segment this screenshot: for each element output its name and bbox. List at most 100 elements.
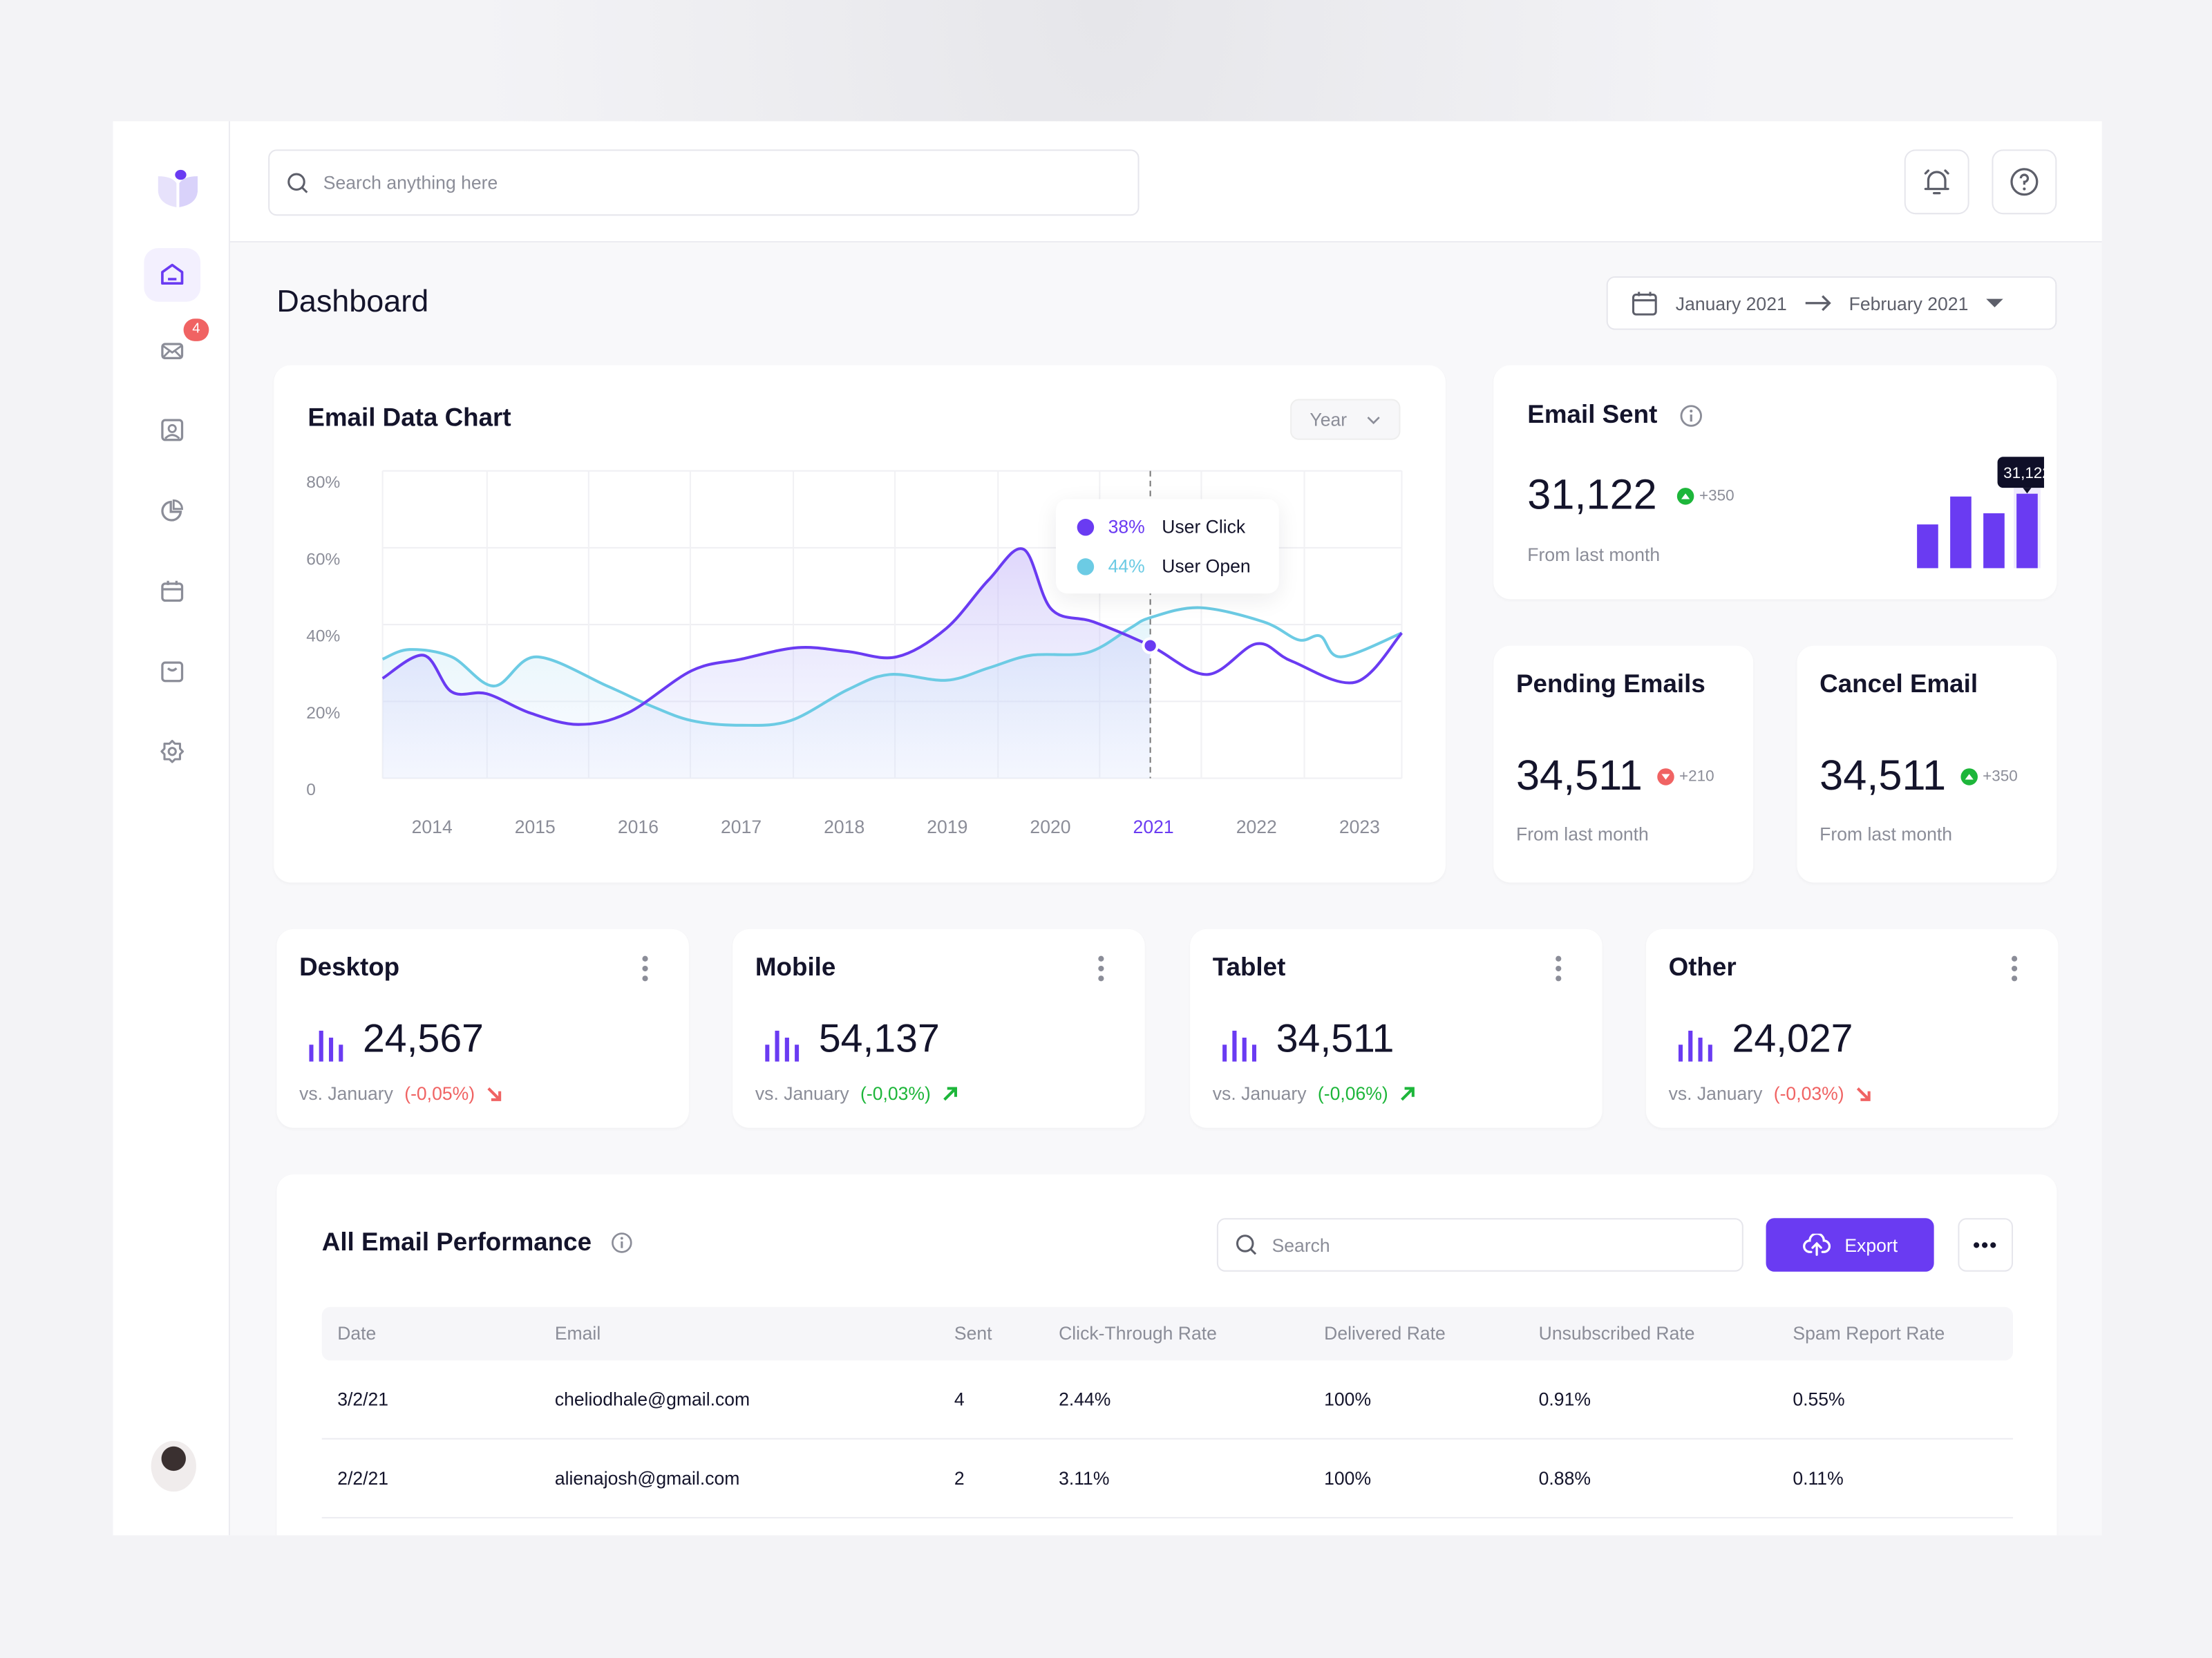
table-search-placeholder: Search [1272,1234,1330,1256]
settings-icon [160,739,185,763]
table-search[interactable]: Search [1216,1218,1743,1272]
info-icon[interactable] [1680,404,1703,427]
table-cell: 0.88% [1538,1467,1591,1489]
arrow-up-right-icon [943,1086,958,1100]
email-sent-caption: From last month [1527,544,1661,566]
table-cell: 2.44% [1059,1389,1111,1410]
x-tick-label[interactable]: 2023 [1339,817,1380,837]
search-placeholder: Search anything here [323,171,498,193]
period-value: Year [1310,408,1348,430]
notifications-button[interactable] [1904,149,1969,215]
device-value: 54,137 [818,1016,940,1060]
device-card: Tablet 34,511 vs. January (-0,06%) [1190,928,1603,1128]
more-vertical-icon[interactable] [641,955,649,983]
cloud-upload-icon [1802,1233,1831,1256]
sidebar-item-mail[interactable] [144,324,200,378]
bar-chart-icon [1678,1030,1712,1062]
more-vertical-icon[interactable] [1097,955,1105,983]
help-icon [2010,168,2039,196]
table-cell: 3/2/21 [337,1389,389,1410]
x-tick-label[interactable]: 2014 [412,817,453,837]
x-tick-label[interactable]: 2017 [721,817,762,837]
sidebar-item-inbox[interactable] [144,645,200,698]
pending-emails-card: Pending Emails 34,511 +210 From last mon… [1493,645,1754,883]
device-title: Desktop [299,953,400,982]
y-tick-label: 40% [306,627,340,646]
trend-down-icon [1656,768,1674,785]
more-vertical-icon[interactable] [1554,955,1562,983]
date-range-picker[interactable]: January 2021 February 2021 [1606,276,2057,330]
device-value: 34,511 [1276,1016,1395,1060]
column-header[interactable]: Unsubscribed Rate [1538,1322,1695,1344]
x-tick-label[interactable]: 2016 [618,817,659,837]
sidebar-item-calendar[interactable] [144,564,200,618]
sidebar-item-home[interactable] [144,248,201,302]
bar[interactable] [1917,524,1938,569]
date-from: January 2021 [1675,292,1787,314]
x-tick-label[interactable]: 2018 [824,817,864,837]
bell-icon [1924,169,1949,195]
tooltip-pointer [2023,488,2032,494]
device-title: Tablet [1212,953,1286,982]
column-header[interactable]: Email [554,1322,601,1344]
x-tick-label[interactable]: 2021 [1133,817,1174,837]
sidebar-item-reports[interactable] [144,484,200,537]
table-cell: 0.55% [1793,1389,1845,1410]
x-tick-label[interactable]: 2020 [1030,817,1070,837]
tooltip-click-value: 38% [1108,515,1145,537]
export-button[interactable]: Export [1766,1218,1934,1272]
bar-chart-icon [1222,1030,1257,1062]
device-compare: vs. January [299,1083,393,1104]
column-header[interactable]: Date [337,1322,377,1344]
y-tick-label: 0 [306,781,316,799]
column-header[interactable]: Click-Through Rate [1059,1322,1217,1344]
info-icon[interactable] [612,1232,633,1254]
line-chart: 80% 60% 40% 20% 0 2014 2015 2016 2017 2018 2019 202… [306,470,1403,837]
bar[interactable] [2016,493,2038,569]
device-card: Mobile 54,137 vs. January (-0,03%) [732,928,1145,1128]
pie-chart-icon [161,499,183,522]
y-tick-label: 80% [306,473,340,492]
x-tick-label[interactable]: 2019 [927,817,967,837]
more-options-button[interactable]: ••• [1958,1218,2014,1272]
sidebar-item-settings[interactable] [144,725,200,779]
table-cell: 0.11% [1793,1467,1844,1489]
inbox-icon [161,661,184,683]
email-sent-title: Email Sent [1527,400,1658,429]
table-row[interactable]: 2/2/21 alienajosh@gmail.com 2 3.11% 100% 0.88… [321,1440,2014,1518]
highlight-point[interactable] [1142,637,1159,654]
pending-caption: From last month [1515,823,1649,845]
search-icon [287,172,308,193]
column-header[interactable]: Delivered Rate [1324,1322,1446,1344]
arrow-down-right-icon [1857,1087,1871,1100]
tooltip-open-value: 44% [1108,555,1145,577]
sidebar: 4 [113,121,230,1536]
email-sent-bar-chart: 31,122 [1917,457,2044,569]
user-avatar[interactable] [151,1440,196,1492]
bar[interactable] [1983,513,2005,569]
bar[interactable] [1950,496,1972,569]
device-change: (-0,05%) [404,1083,475,1104]
global-search[interactable]: Search anything here [268,149,1140,216]
table-header: Date Email Sent Click-Through Rate Delivered… [321,1306,2014,1361]
table-cell: cheliodhale@gmail.com [554,1389,750,1410]
column-header[interactable]: Sent [954,1322,992,1344]
cancel-caption: From last month [1819,823,1953,845]
table-row[interactable]: 3/2/21 cheliodhale@gmail.com 4 2.44% 100% 0.9… [321,1360,2014,1440]
calendar-icon [161,580,184,602]
period-dropdown[interactable]: Year [1290,399,1401,440]
performance-title: All Email Performance [321,1228,592,1257]
help-button[interactable] [1992,149,2057,215]
x-tick-label[interactable]: 2022 [1236,817,1277,837]
cancel-value: 34,511 [1819,752,1947,800]
more-vertical-icon[interactable] [2010,955,2019,983]
table-cell: alienajosh@gmail.com [554,1467,740,1489]
x-tick-label[interactable]: 2015 [515,817,556,837]
tooltip-click-label: User Click [1162,515,1246,537]
sidebar-item-contacts[interactable] [144,403,200,457]
tooltip-open-label: User Open [1162,555,1251,577]
column-header[interactable]: Spam Report Rate [1793,1322,1945,1344]
mail-badge: 4 [183,318,209,341]
page-title: Dashboard [276,283,429,319]
table-cell: 4 [954,1389,965,1410]
